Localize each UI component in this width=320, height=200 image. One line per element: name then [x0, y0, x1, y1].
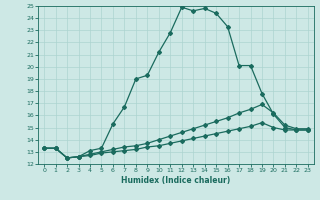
X-axis label: Humidex (Indice chaleur): Humidex (Indice chaleur): [121, 176, 231, 185]
